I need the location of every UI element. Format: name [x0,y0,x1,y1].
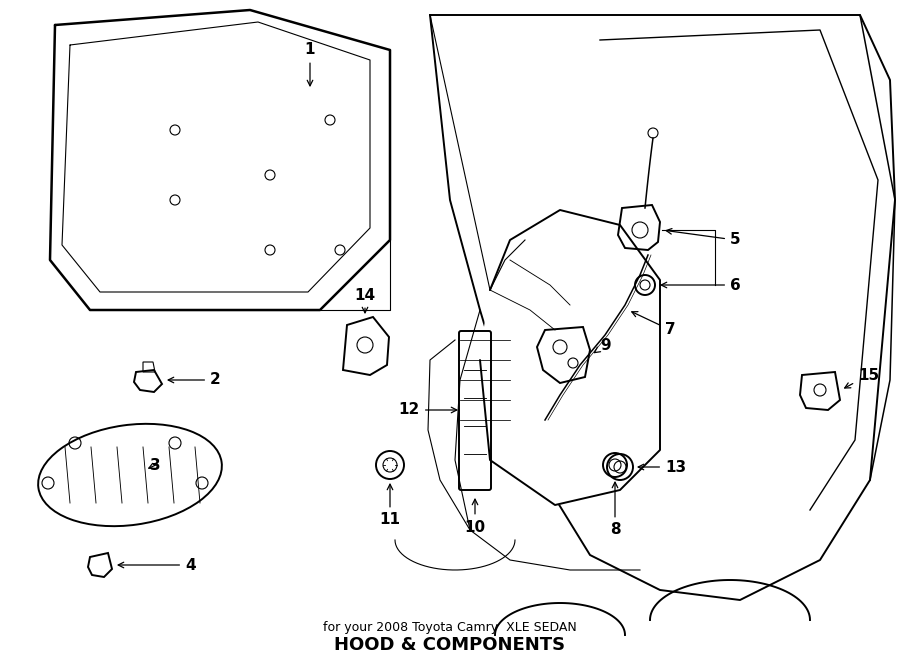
Text: 10: 10 [464,499,486,535]
Text: 6: 6 [662,278,741,293]
Text: 4: 4 [118,557,195,572]
Text: 9: 9 [594,338,610,353]
Text: 15: 15 [845,368,879,388]
Text: 5: 5 [666,229,741,247]
Text: 14: 14 [355,288,375,313]
Text: 3: 3 [150,457,160,473]
Text: 11: 11 [380,484,400,527]
Text: 13: 13 [638,459,686,475]
Text: 8: 8 [609,482,620,537]
Polygon shape [430,15,895,600]
Text: 12: 12 [399,403,457,418]
Polygon shape [480,210,660,505]
Text: 1: 1 [305,42,315,86]
Text: HOOD & COMPONENTS: HOOD & COMPONENTS [335,636,565,654]
Text: for your 2008 Toyota Camry  XLE SEDAN: for your 2008 Toyota Camry XLE SEDAN [323,621,577,635]
Text: 2: 2 [168,373,220,387]
Text: 7: 7 [632,311,676,338]
